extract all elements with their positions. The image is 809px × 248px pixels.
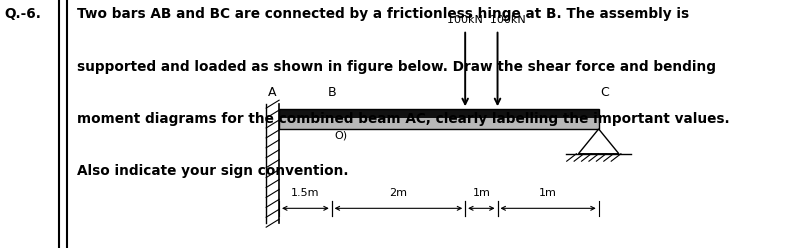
Text: 1.5m: 1.5m — [291, 188, 320, 198]
Text: A: A — [268, 86, 277, 99]
Bar — [279, 118, 599, 129]
Text: C: C — [600, 86, 609, 99]
Text: Q.-6.: Q.-6. — [4, 7, 41, 21]
Bar — [279, 109, 599, 118]
Text: 1m: 1m — [539, 188, 557, 198]
Text: moment diagrams for the combined beam AC, clearly labelling the important values: moment diagrams for the combined beam AC… — [77, 112, 730, 125]
Text: 100kN  100kN: 100kN 100kN — [447, 15, 526, 25]
Text: supported and loaded as shown in figure below. Draw the shear force and bending: supported and loaded as shown in figure … — [77, 60, 716, 73]
Text: 2m: 2m — [389, 188, 408, 198]
Text: Two bars AB and BC are connected by a frictionless hinge at B. The assembly is: Two bars AB and BC are connected by a fr… — [77, 7, 689, 21]
Bar — [279, 109, 599, 129]
Text: B: B — [328, 86, 337, 99]
Text: 1m: 1m — [472, 188, 490, 198]
Text: Also indicate your sign convention.: Also indicate your sign convention. — [77, 164, 349, 178]
Text: O): O) — [334, 130, 347, 140]
